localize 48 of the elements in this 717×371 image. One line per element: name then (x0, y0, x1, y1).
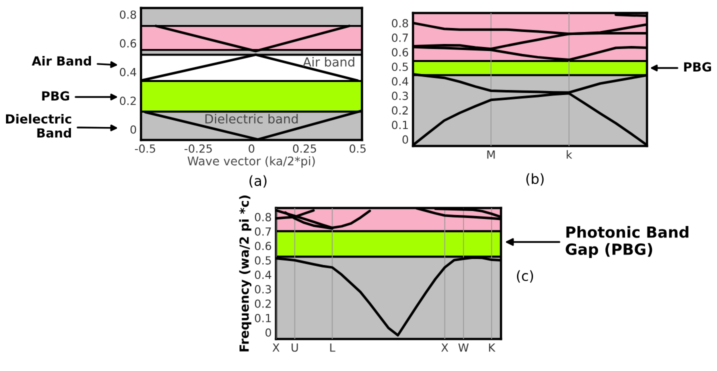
x-axis-title: Wave vector (ka/2*pi) (188, 156, 315, 168)
x-tick-label: M (487, 150, 495, 159)
x-tick-label: -0.25 (184, 144, 212, 153)
y-tick-label: 0.6 (392, 48, 408, 56)
x-tick-label: X (272, 344, 280, 352)
x-tick-label: 0 (248, 144, 254, 153)
y-tick-label: 0.8 (392, 19, 408, 28)
y-tick-label: 0.2 (392, 106, 408, 115)
x-tick-label: -0.5 (134, 144, 156, 153)
y-tick-label: 0.8 (120, 10, 136, 19)
x-tick-label: k (566, 150, 572, 159)
y-tick-label: 0.3 (392, 92, 408, 100)
text: Dielectric Band (6, 114, 72, 138)
y-tick-label: 0.2 (254, 299, 271, 308)
y-tick-label: 0.8 (254, 212, 272, 222)
y-tick-label: 0.6 (254, 242, 272, 250)
text: PBG (42, 91, 70, 101)
y-tick-label: 0.4 (120, 68, 136, 76)
x-tick-label: W (458, 344, 469, 352)
text: (b) (526, 173, 544, 186)
y-tick-label: 0.5 (254, 256, 271, 265)
y-tick-label: 0.6 (120, 39, 136, 48)
band-label: Air band (302, 56, 354, 67)
text: (c) (516, 270, 534, 283)
text: (a) (250, 175, 266, 188)
x-tick-label: U (292, 344, 298, 352)
x-tick-label: 0.5 (350, 144, 366, 153)
text: Photonic Band Gap (PBG) (566, 226, 688, 258)
band-label: Dielectric band (205, 114, 298, 124)
y-tick-label: 0.7 (392, 34, 408, 42)
y-tick-label: 0.5 (392, 62, 408, 72)
x-tick-label: X (441, 344, 448, 352)
x-tick-label: 0.25 (292, 144, 316, 153)
x-tick-label: L (330, 344, 336, 352)
x-tick-label: K (489, 344, 496, 352)
text: Air Band (32, 56, 91, 66)
y-tick-label: 0 (265, 328, 272, 337)
y-tick-label: 0 (130, 125, 136, 134)
y-tick-label: 0.1 (392, 120, 408, 130)
y-tick-label: 0.7 (254, 227, 271, 236)
y-tick-label: 0.3 (254, 285, 271, 294)
y-tick-label: 0.4 (254, 270, 272, 280)
y-tick-label: 0 (402, 135, 408, 144)
y-tick-label: 0.1 (254, 314, 271, 322)
y-axis-title: Frequency (wa/2 pi *c) (239, 196, 252, 352)
y-tick-label: 0.2 (120, 96, 136, 106)
text: PBG (684, 62, 712, 72)
y-tick-label: 0.4 (392, 77, 408, 86)
